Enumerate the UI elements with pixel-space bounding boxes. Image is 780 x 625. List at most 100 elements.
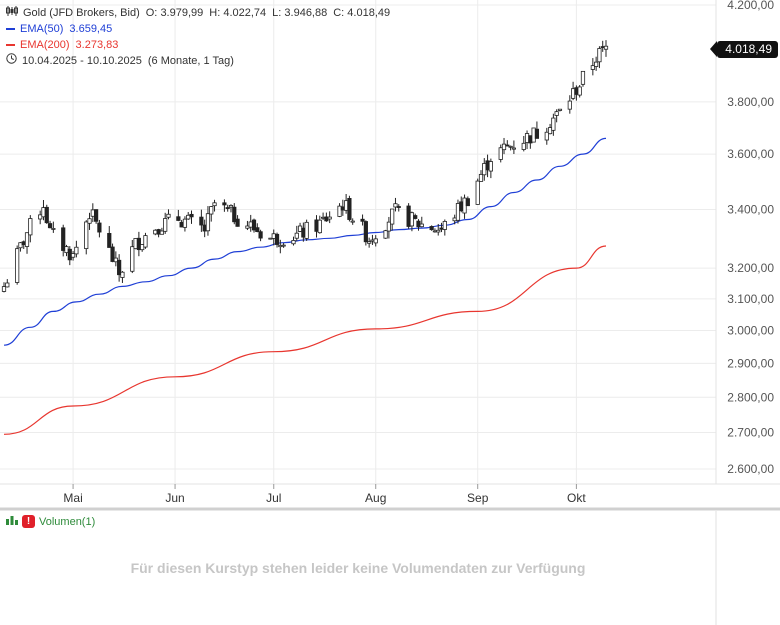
candle-body: [70, 253, 76, 258]
current-price-tag: 4.018,49: [710, 41, 778, 58]
candle-body: [120, 271, 125, 278]
y-tick-label: 3.000,00: [727, 324, 774, 338]
chart-grid: [0, 0, 780, 485]
candle-body: [5, 282, 10, 288]
candle-body: [304, 221, 309, 239]
candle-body: [360, 218, 365, 222]
candle-body: [478, 173, 484, 182]
y-tick-label: 3.100,00: [727, 292, 774, 306]
x-tick-label: Okt: [567, 491, 586, 505]
candle-body: [51, 228, 56, 230]
y-tick-label: 2.800,00: [727, 390, 774, 404]
candle-body: [130, 246, 135, 272]
high-value: 4.022,74: [223, 7, 267, 19]
candle-body: [258, 231, 263, 239]
candle-body: [347, 198, 352, 220]
ema200-line: [3, 245, 607, 435]
candle-body: [110, 246, 115, 262]
candle-body: [143, 235, 148, 248]
candle-body: [294, 232, 299, 239]
candle-body: [534, 128, 540, 139]
candle-body: [281, 244, 286, 247]
candle-body: [508, 145, 513, 148]
candle-body: [251, 219, 257, 231]
candle-body: [327, 216, 332, 220]
candle-body: [15, 248, 20, 283]
candle-body: [28, 218, 33, 236]
open-label: O:: [145, 7, 158, 19]
x-tick-label: Jun: [165, 491, 184, 505]
candle-body: [436, 229, 441, 233]
y-tick-label: 3.800,00: [727, 95, 774, 109]
candle-body: [554, 111, 559, 116]
candle-body: [255, 227, 260, 233]
legend-ema200-row[interactable]: EMA(200) 3.273,83: [6, 37, 390, 53]
candle-body: [97, 222, 102, 233]
low-value: 3.946,88: [284, 7, 328, 19]
chart-legend: Gold (JFD Brokers, Bid) O: 3.979,99 H: 4…: [6, 5, 390, 69]
candle-body: [577, 86, 582, 96]
candle-body: [337, 205, 342, 217]
legend-instrument-row: Gold (JFD Brokers, Bid) O: 3.979,99 H: 4…: [6, 5, 390, 21]
candle-body: [18, 242, 23, 249]
period-label: (6 Monate, 1 Tag): [147, 55, 234, 67]
candle-body: [429, 226, 434, 231]
candle-body: [189, 213, 194, 218]
open-value: 3.979,99: [160, 7, 204, 19]
candle-body: [442, 221, 447, 230]
candle-body: [209, 206, 214, 215]
candle-body: [205, 213, 211, 232]
candle-body: [87, 218, 92, 224]
ema200-label: EMA(200): [20, 39, 70, 51]
ema200-path: [3, 245, 607, 435]
candle-body: [363, 221, 368, 243]
candle-body: [505, 144, 510, 147]
candle-body: [84, 221, 89, 250]
ema200-swatch: [6, 44, 15, 46]
close-label: C:: [333, 7, 345, 19]
candle-body: [597, 48, 602, 63]
candle-body: [107, 233, 112, 248]
candle-body: [544, 131, 549, 141]
volume-legend[interactable]: ! Volumen(1): [6, 515, 95, 528]
candle-body: [163, 218, 168, 232]
candle-body: [182, 218, 188, 228]
warning-icon: !: [22, 515, 35, 528]
candle-body: [291, 240, 296, 245]
candle-body: [44, 206, 49, 224]
candle-body: [212, 202, 217, 207]
candle-body: [61, 227, 66, 251]
legend-range-row[interactable]: 10.04.2025 - 10.10.2025 (6 Monate, 1 Tag…: [6, 53, 390, 69]
instrument-name: Gold (JFD Brokers, Bid): [23, 7, 140, 19]
date-range: 10.04.2025 - 10.10.2025: [22, 55, 142, 67]
legend-ema50-row[interactable]: EMA(50) 3.659,45: [6, 21, 390, 37]
volume-no-data-message: Für diesen Kurstyp stehen leider keine V…: [130, 560, 586, 576]
candle-body: [557, 108, 563, 111]
y-tick-label: 3.600,00: [727, 147, 774, 161]
candle-body: [455, 203, 461, 221]
candle-body: [396, 206, 401, 208]
candle-body: [24, 232, 30, 247]
x-tick-label: Aug: [365, 491, 386, 505]
candle-body: [94, 209, 99, 222]
candle-body: [590, 65, 595, 70]
candle-body: [176, 216, 181, 221]
candle-body: [594, 61, 599, 67]
candle-body: [228, 205, 234, 208]
candle-body: [413, 215, 418, 219]
candle-body: [74, 246, 79, 255]
candle-body: [498, 147, 503, 160]
y-tick-label: 4.200,00: [727, 0, 774, 12]
candle-body: [232, 206, 237, 223]
candle-body: [390, 208, 395, 225]
x-axis: Mai Jun Jul Aug Sep Okt: [63, 484, 586, 505]
ema50-line: [3, 137, 607, 346]
ema50-label: EMA(50): [20, 23, 64, 35]
candle-body: [475, 180, 480, 205]
clock-icon: [6, 53, 17, 69]
candle-body: [465, 198, 470, 207]
candle-body: [409, 212, 415, 227]
bar-chart-icon: [6, 515, 18, 528]
candle-body: [274, 233, 280, 245]
